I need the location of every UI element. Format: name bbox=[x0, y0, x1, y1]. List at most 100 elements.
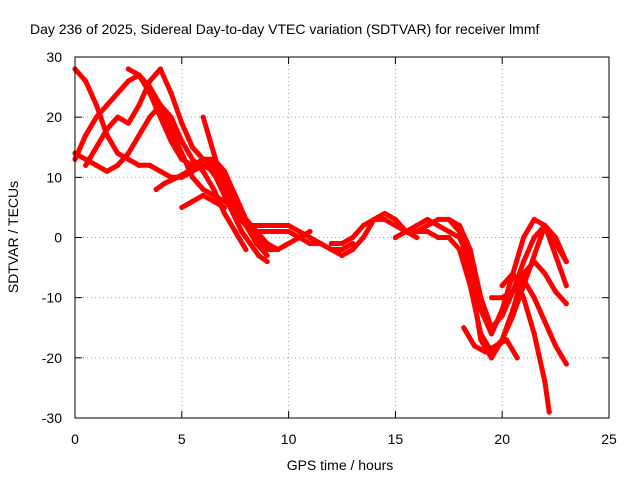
data-point bbox=[221, 210, 228, 217]
data-point bbox=[424, 222, 431, 229]
data-point bbox=[307, 234, 313, 241]
x-tick-label: 5 bbox=[178, 431, 186, 447]
data-point bbox=[553, 343, 559, 349]
data-point bbox=[318, 240, 324, 247]
data-point bbox=[339, 252, 345, 259]
data-point bbox=[531, 295, 537, 301]
y-tick-label: 0 bbox=[54, 230, 62, 246]
data-point bbox=[115, 90, 121, 96]
data-point bbox=[286, 222, 292, 229]
y-tick-label: -10 bbox=[42, 290, 62, 306]
data-point bbox=[296, 234, 302, 241]
data-point bbox=[104, 126, 110, 132]
data-point bbox=[147, 84, 153, 90]
data-point bbox=[104, 168, 110, 174]
data-point bbox=[350, 246, 356, 253]
data-point bbox=[93, 144, 99, 150]
data-point bbox=[520, 295, 527, 301]
data-point bbox=[174, 174, 181, 180]
data-point bbox=[115, 114, 121, 120]
x-tick-label: 10 bbox=[281, 431, 297, 447]
data-point bbox=[168, 138, 174, 144]
data-point bbox=[514, 355, 520, 361]
data-point bbox=[542, 271, 548, 277]
data-point bbox=[211, 192, 217, 198]
data-point bbox=[531, 258, 537, 265]
data-point bbox=[93, 102, 99, 108]
series-line-14 bbox=[499, 271, 552, 415]
data-point bbox=[247, 240, 253, 247]
data-point bbox=[93, 162, 99, 168]
data-point bbox=[211, 150, 217, 156]
data-point bbox=[563, 283, 569, 289]
data-point bbox=[264, 252, 270, 259]
data-point bbox=[403, 228, 409, 235]
y-axis-title: SDTVAR / TECUs bbox=[5, 181, 21, 293]
data-point bbox=[328, 240, 334, 247]
data-point bbox=[482, 349, 488, 355]
y-tick-label: 10 bbox=[46, 169, 62, 185]
data-point bbox=[253, 222, 260, 229]
data-point bbox=[264, 240, 270, 247]
y-tick-label: 20 bbox=[46, 109, 62, 125]
series-line-5 bbox=[125, 66, 292, 252]
data-point bbox=[200, 186, 206, 192]
data-point bbox=[424, 228, 431, 235]
data-point bbox=[83, 162, 89, 168]
data-point bbox=[264, 222, 270, 229]
data-point bbox=[189, 144, 196, 150]
data-point bbox=[125, 150, 131, 156]
data-point bbox=[531, 252, 537, 259]
data-point bbox=[200, 156, 206, 162]
data-point bbox=[531, 331, 537, 337]
data-point bbox=[446, 228, 452, 235]
data-point bbox=[446, 234, 452, 241]
x-tick-label: 0 bbox=[71, 431, 79, 447]
data-point bbox=[488, 331, 495, 337]
data-point bbox=[189, 198, 196, 204]
data-point bbox=[147, 162, 153, 168]
data-point bbox=[125, 66, 131, 72]
data-point bbox=[136, 132, 142, 138]
data-point bbox=[168, 90, 174, 96]
data-point bbox=[488, 295, 495, 301]
data-point bbox=[275, 228, 281, 235]
data-point bbox=[213, 174, 219, 180]
axis-ticks bbox=[74, 56, 610, 419]
data-point bbox=[414, 222, 420, 229]
data-point bbox=[542, 222, 548, 229]
data-point bbox=[232, 228, 238, 235]
y-tick-label: -30 bbox=[42, 410, 62, 426]
data-point bbox=[83, 132, 89, 138]
data-point bbox=[467, 246, 473, 253]
series-line-12 bbox=[446, 216, 569, 361]
data-point bbox=[392, 216, 398, 223]
data-point bbox=[211, 198, 217, 204]
data-point bbox=[499, 283, 505, 289]
data-point bbox=[153, 186, 159, 192]
data-point bbox=[179, 138, 185, 144]
data-point bbox=[446, 216, 452, 223]
data-point bbox=[256, 252, 262, 259]
data-point bbox=[478, 307, 484, 313]
data-point bbox=[179, 204, 185, 211]
data-point bbox=[264, 228, 270, 235]
data-point bbox=[542, 319, 548, 325]
data-point bbox=[553, 289, 559, 295]
data-point bbox=[467, 271, 473, 277]
data-point bbox=[435, 216, 441, 223]
x-tick-label: 25 bbox=[601, 431, 617, 447]
data-point bbox=[531, 234, 537, 241]
data-point bbox=[232, 210, 238, 217]
data-point bbox=[93, 114, 99, 120]
data-point bbox=[232, 192, 238, 198]
data-point bbox=[157, 66, 164, 72]
data-point bbox=[435, 222, 441, 229]
data-point bbox=[253, 228, 260, 235]
data-point bbox=[136, 102, 142, 108]
data-point bbox=[392, 234, 398, 241]
data-series bbox=[72, 66, 569, 415]
data-point bbox=[382, 216, 388, 223]
data-point bbox=[339, 246, 345, 253]
data-point bbox=[136, 72, 142, 78]
